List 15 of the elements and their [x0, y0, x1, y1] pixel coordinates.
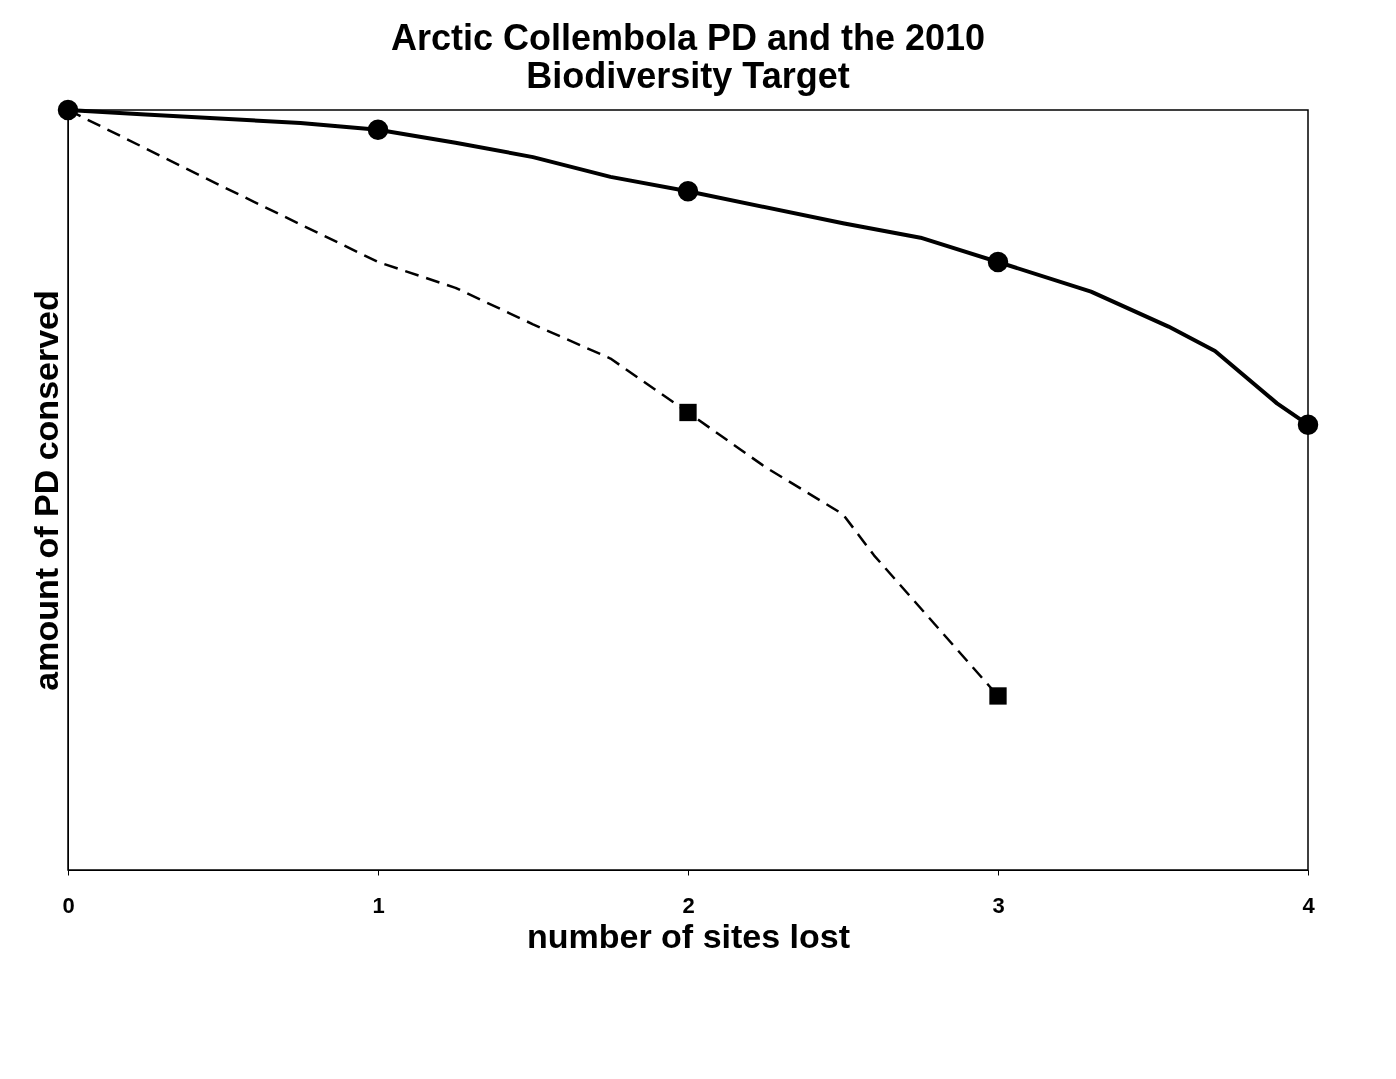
point	[987, 251, 1009, 273]
point	[1297, 414, 1319, 435]
point	[367, 119, 389, 140]
x-tick-label: 3	[992, 892, 1005, 918]
x-tick-label: 2	[682, 892, 695, 918]
point	[989, 687, 1007, 705]
y-axis-title: amount of PD conserved	[26, 290, 65, 691]
point	[57, 99, 79, 121]
x-tick-label: 1	[372, 892, 385, 918]
point	[679, 403, 697, 422]
x-tick-label: 0	[62, 892, 75, 918]
chart-title: Arctic Collembola PD and the 2010 Biodiversity Target	[390, 16, 986, 96]
x-tick-label: 4	[1302, 892, 1316, 918]
point	[677, 181, 699, 202]
x-axis-title: number of sites lost	[526, 916, 851, 955]
